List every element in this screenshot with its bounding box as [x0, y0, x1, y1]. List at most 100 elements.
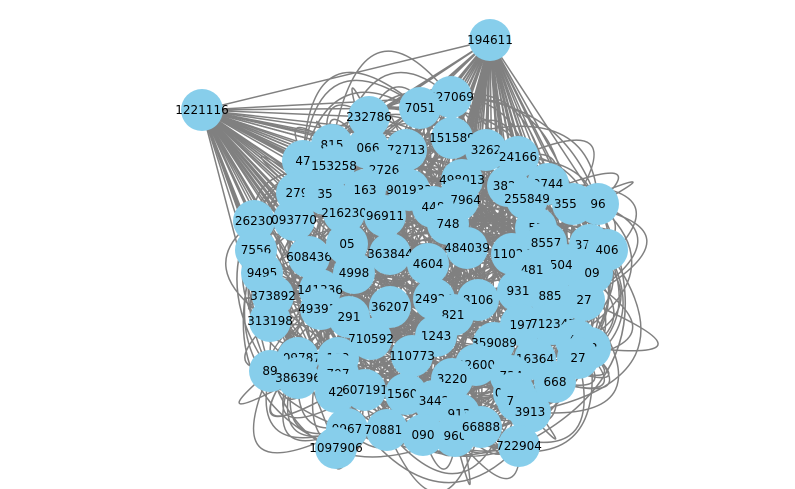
node-label: 885 [539, 289, 562, 303]
node-circle [402, 414, 444, 456]
node-circle [333, 252, 375, 294]
node-circle [431, 117, 473, 159]
graph-node: 110773 [389, 335, 435, 377]
node-label: 194611 [467, 33, 513, 47]
node-label: 163 [354, 183, 377, 197]
edge [454, 347, 593, 453]
node-circle [364, 195, 406, 237]
node-circle [399, 87, 441, 129]
node-circle [323, 192, 365, 234]
graph-node: 151589 [429, 117, 475, 159]
edge [302, 79, 421, 162]
graph-node: 090 [402, 414, 444, 456]
graph-node: 708814 [364, 409, 410, 451]
node-circle [497, 270, 539, 312]
graph-node: 093770 [271, 199, 317, 241]
graph-node: 386396 [275, 357, 321, 399]
graph-node: 710592 [348, 318, 394, 360]
graph-node: 607191 [342, 369, 388, 411]
node-label: 722904 [496, 439, 542, 453]
node-label: 093770 [271, 213, 317, 227]
node-label: 05 [339, 237, 354, 251]
edge [201, 109, 370, 118]
node-circle [563, 279, 605, 321]
edge [517, 139, 595, 205]
edge [529, 249, 642, 413]
node-label: 110773 [389, 349, 435, 363]
node-label: 27 [570, 351, 585, 365]
node-circle [273, 199, 315, 241]
node-label: 313198 [247, 314, 293, 328]
node-label: 960 [444, 429, 467, 443]
node-circle [407, 243, 449, 285]
graph-node: 4604 [407, 243, 449, 285]
node-label: 3262 [471, 143, 502, 157]
graph-node: 66888 [460, 406, 502, 448]
graph-node: 608436 [286, 236, 332, 278]
node-label: 35 [317, 187, 332, 201]
node-circle [277, 357, 319, 399]
edge [451, 149, 491, 380]
graph-node: 27 [563, 279, 605, 321]
graph-node: 36207 [369, 286, 411, 328]
node-circle [348, 96, 390, 138]
node-circle [288, 236, 330, 278]
node-label: 406 [596, 243, 619, 257]
node-circle [369, 233, 411, 275]
node-circle [577, 183, 619, 225]
node-label: 232786 [346, 110, 392, 124]
graph-node: 668 [534, 361, 576, 403]
edge [331, 50, 452, 146]
node-label: 1097906 [309, 441, 362, 455]
graph-node: 96911 [364, 195, 406, 237]
node-label: 27 [576, 293, 591, 307]
node-label: 4604 [413, 257, 444, 271]
node-label: 279 [286, 186, 309, 200]
node-circle [282, 140, 324, 182]
node-label: 47 [295, 154, 310, 168]
node-label: 89 [262, 364, 277, 378]
edge [450, 96, 599, 205]
graph-node: 484039 [444, 227, 490, 269]
graph-node: 216230 [321, 192, 367, 234]
node-label: 090 [412, 428, 435, 442]
node-label: 96911 [366, 209, 404, 223]
node-label: 153258 [311, 159, 357, 173]
node-circle [446, 227, 488, 269]
node-label: 24166 [499, 150, 537, 164]
graph-node: 1221116 [175, 89, 229, 131]
graph-node: 7051 [399, 87, 441, 129]
node-label: 373892 [250, 289, 296, 303]
node-circle [534, 361, 576, 403]
node-circle [366, 409, 408, 451]
node-circle [498, 425, 540, 467]
node-label: 216230 [321, 206, 367, 220]
node-circle [391, 335, 433, 377]
graph-node: 3913 [509, 391, 551, 433]
node-label: 26230 [235, 214, 273, 228]
node-label: 3220 [437, 372, 468, 386]
node-label: 484039 [444, 241, 490, 255]
node-label: 607191 [342, 383, 388, 397]
node-label: 1221116 [175, 103, 228, 117]
node-circle [344, 369, 386, 411]
graph-node: 96 [577, 183, 619, 225]
node-label: 931 [507, 284, 530, 298]
node-label: 386396 [275, 371, 321, 385]
node-label: 3913 [515, 405, 546, 419]
graph-node: 722904 [496, 425, 542, 467]
node-label: 197 [510, 318, 533, 332]
graph-node: 363844 [367, 233, 413, 275]
node-circle [249, 300, 291, 342]
node-label: 608436 [286, 250, 332, 264]
node-label: 710592 [348, 332, 394, 346]
edge [201, 39, 491, 111]
node-label: 363844 [367, 247, 413, 261]
graph-node: 3262 [465, 129, 507, 171]
node-label: 09 [584, 266, 599, 280]
node-circle [469, 19, 511, 61]
node-label: 7051 [405, 101, 436, 115]
node-label: 748 [437, 217, 460, 231]
